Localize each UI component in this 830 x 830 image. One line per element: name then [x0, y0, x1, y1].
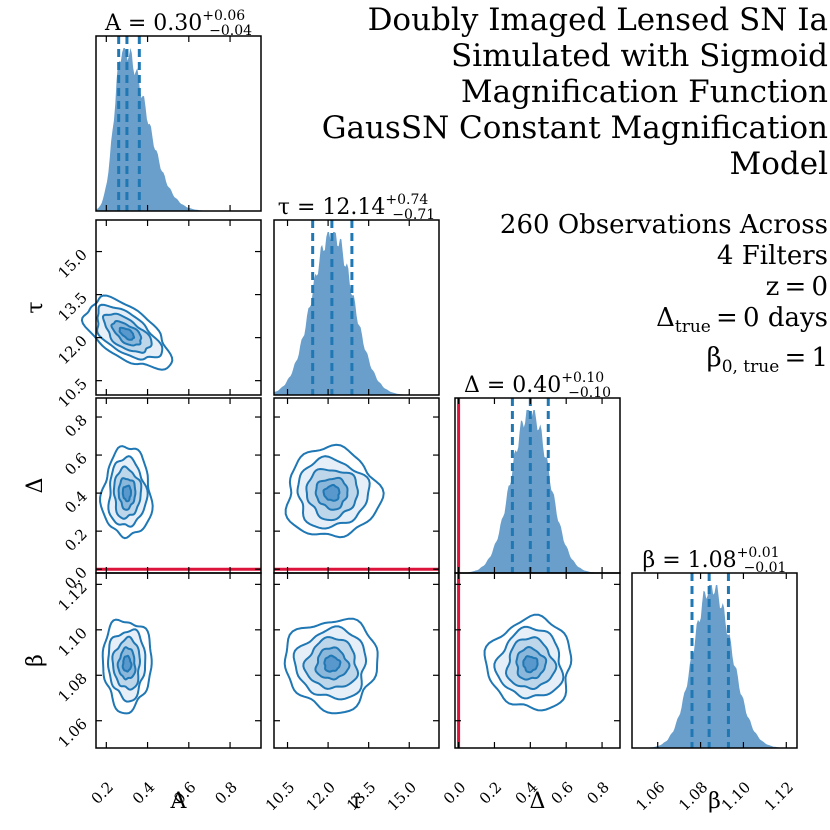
panel-frame: [273, 572, 440, 749]
x-tick-label-beta: 1.12: [761, 778, 797, 814]
info-observations: 260 Observations Across: [499, 210, 828, 240]
x-axis-title-tau: τ: [350, 789, 362, 814]
y-tick-label-beta: 1.10: [54, 624, 90, 660]
x-axis-title-beta: β: [708, 789, 721, 814]
panel-frame: [95, 35, 262, 212]
x-tick-label-beta: 1.08: [675, 778, 711, 814]
histogram-delta: [455, 410, 620, 573]
x-tick-label-A: 0.2: [88, 778, 118, 808]
title-median-delta: Δ = 0.40: [464, 373, 561, 398]
title-minus-tau: −0.71: [392, 207, 435, 223]
title-line-5: Model: [729, 146, 828, 182]
title-minus-beta: −0.01: [744, 560, 787, 576]
y-tick-label-tau: 15.0: [54, 246, 90, 282]
panel-beta-beta: β = 1.08+0.01 −0.01 1.06 1.08 1.10 1.12 β: [631, 545, 798, 814]
x-tick-label-tau: 10.5: [262, 778, 298, 814]
x-tick-label-A: 0.8: [211, 778, 241, 808]
panel-delta-delta: Δ = 0.40+0.10 −0.10: [454, 370, 621, 574]
contour-beta-tau-0: [283, 617, 379, 715]
contour-delta-tau-0: [284, 443, 385, 539]
contour-delta-tau-4: [322, 484, 341, 502]
contour-beta-delta-4: [522, 655, 539, 674]
delta-true-subscript: true: [674, 317, 711, 338]
y-tick-label-beta: 1.12: [54, 578, 90, 614]
y-tick-label-tau: 12.0: [54, 332, 90, 368]
histogram-tau: [274, 232, 439, 395]
figure-title: Doubly Imaged Lensed SN Ia Simulated wit…: [228, 2, 828, 182]
y-tick-label-delta: 0.2: [61, 525, 91, 555]
title-minus-delta: −0.10: [568, 385, 611, 401]
panel-title-tau: τ = 12.14+0.74 −0.71: [278, 192, 435, 223]
title-plus-tau: +0.74: [385, 192, 428, 208]
panel-tau-A: 10.512.013.515.0τ: [23, 219, 262, 411]
panel-title-beta: β = 1.08+0.01 −0.01: [643, 545, 787, 576]
panel-title-A: A = 0.30+0.06 −0.04: [104, 8, 252, 39]
contour-beta-A-4: [121, 654, 133, 673]
panel-frame: [273, 219, 440, 396]
y-axis-title-delta: Δ: [23, 478, 48, 494]
title-plus-delta: +0.10: [561, 370, 604, 386]
title-line-4: GausSN Constant Magnification: [321, 110, 828, 146]
x-tick-label-delta: 0.6: [547, 778, 577, 808]
panel-beta-tau: 10.5 12.0 13.5 15.0τ: [262, 572, 440, 814]
x-tick-label-beta: 1.10: [718, 778, 754, 814]
panel-A-A: A = 0.30+0.06 −0.04: [95, 8, 262, 212]
title-median-tau: τ = 12.14: [278, 195, 386, 220]
x-tick-label-beta: 1.06: [632, 778, 668, 814]
info-redshift: z = 0: [765, 272, 828, 302]
delta-true-symbol: Δ: [656, 303, 675, 333]
y-tick-label-beta: 1.08: [54, 669, 90, 705]
x-tick-label-delta: 0.8: [583, 778, 613, 808]
y-tick-label-delta: 0.8: [61, 411, 91, 441]
title-line-3: Magnification Function: [460, 74, 828, 110]
panel-title-delta: Δ = 0.40+0.10 −0.10: [464, 370, 611, 401]
beta-true-subscript: 0, true: [721, 357, 780, 378]
x-tick-label-delta: 0.0: [440, 778, 470, 808]
x-tick-label-A: 0.4: [129, 778, 159, 808]
panel-beta-delta: 0.0 0.2 0.4 0.6 0.8Δ: [440, 572, 621, 814]
info-filters: 4 Filters: [716, 241, 828, 271]
panel-tau-tau: τ = 12.14+0.74 −0.71: [273, 192, 440, 396]
title-line-2: Simulated with Sigmoid: [451, 38, 828, 74]
x-axis-title-delta: Δ: [530, 789, 546, 814]
panel-frame: [454, 572, 621, 749]
contour-tau-A-0: [80, 294, 174, 371]
info-beta-true: β0, true = 1: [408, 343, 828, 383]
title-median-beta: β = 1.08: [643, 548, 737, 573]
panel-delta-tau: [273, 397, 440, 574]
delta-true-value: = 0 days: [710, 303, 828, 333]
beta-true-value: = 1: [779, 343, 828, 374]
contour-beta-A-0: [101, 618, 153, 715]
contour-tau-A-4: [118, 326, 136, 341]
panel-frame: [95, 572, 262, 749]
histogram-A: [96, 48, 261, 211]
panel-frame: [631, 572, 798, 749]
info-delta-true: Δtrue = 0 days: [408, 303, 828, 343]
title-plus-A: +0.06: [202, 8, 245, 24]
title-minus-A: −0.04: [209, 23, 252, 39]
x-axis-title-A: A: [170, 789, 188, 814]
contour-beta-tau-4: [323, 654, 342, 673]
histogram-beta: [632, 585, 797, 748]
x-tick-label-tau: 12.0: [303, 778, 339, 814]
beta-true-symbol: β: [706, 343, 722, 374]
y-tick-label-beta: 1.06: [54, 715, 90, 751]
y-axis-title-beta: β: [23, 654, 48, 667]
contour-delta-A-4: [121, 484, 132, 503]
x-tick-label-delta: 0.2: [476, 778, 506, 808]
y-axis-title-tau: τ: [23, 301, 48, 313]
title-line-1: Doubly Imaged Lensed SN Ia: [367, 2, 828, 38]
panel-frame: [95, 219, 262, 396]
y-tick-label-delta: 0.6: [61, 449, 91, 479]
y-tick-label-delta: 0.4: [61, 487, 91, 517]
y-tick-label-tau: 10.5: [54, 375, 90, 411]
title-plus-beta: +0.01: [737, 545, 780, 561]
contour-beta-delta-0: [483, 613, 573, 712]
panel-delta-A: 0.00.20.40.60.8Δ: [23, 397, 262, 593]
title-median-A: A = 0.30: [104, 11, 202, 36]
x-tick-label-tau: 15.0: [384, 778, 420, 814]
simulation-info: 260 Observations Across 4 Filters z = 0 …: [408, 210, 828, 383]
